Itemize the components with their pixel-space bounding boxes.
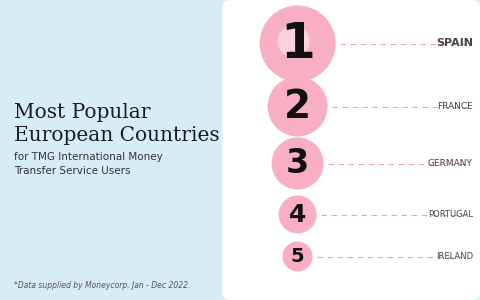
- Text: European Countries: European Countries: [14, 126, 220, 145]
- Text: 5: 5: [291, 247, 304, 266]
- Text: 4: 4: [289, 202, 306, 226]
- Text: IRELAND: IRELAND: [436, 252, 473, 261]
- Circle shape: [260, 5, 336, 82]
- Circle shape: [272, 137, 324, 190]
- Text: 3: 3: [286, 147, 309, 180]
- Text: FRANCE: FRANCE: [437, 102, 473, 111]
- Text: SPAIN: SPAIN: [436, 38, 473, 49]
- Text: *Data supplied by Moneycorp. Jan - Dec 2022.: *Data supplied by Moneycorp. Jan - Dec 2…: [14, 281, 191, 290]
- Circle shape: [278, 196, 317, 233]
- Text: for TMG International Money
Transfer Service Users: for TMG International Money Transfer Ser…: [14, 152, 163, 176]
- FancyBboxPatch shape: [222, 0, 480, 300]
- Text: 2: 2: [284, 88, 311, 125]
- Circle shape: [268, 76, 327, 136]
- Text: 1: 1: [280, 20, 315, 68]
- Text: GERMANY: GERMANY: [428, 159, 473, 168]
- Circle shape: [277, 26, 310, 58]
- Text: PORTUGAL: PORTUGAL: [428, 210, 473, 219]
- Circle shape: [283, 242, 312, 272]
- Text: Most Popular: Most Popular: [14, 103, 151, 122]
